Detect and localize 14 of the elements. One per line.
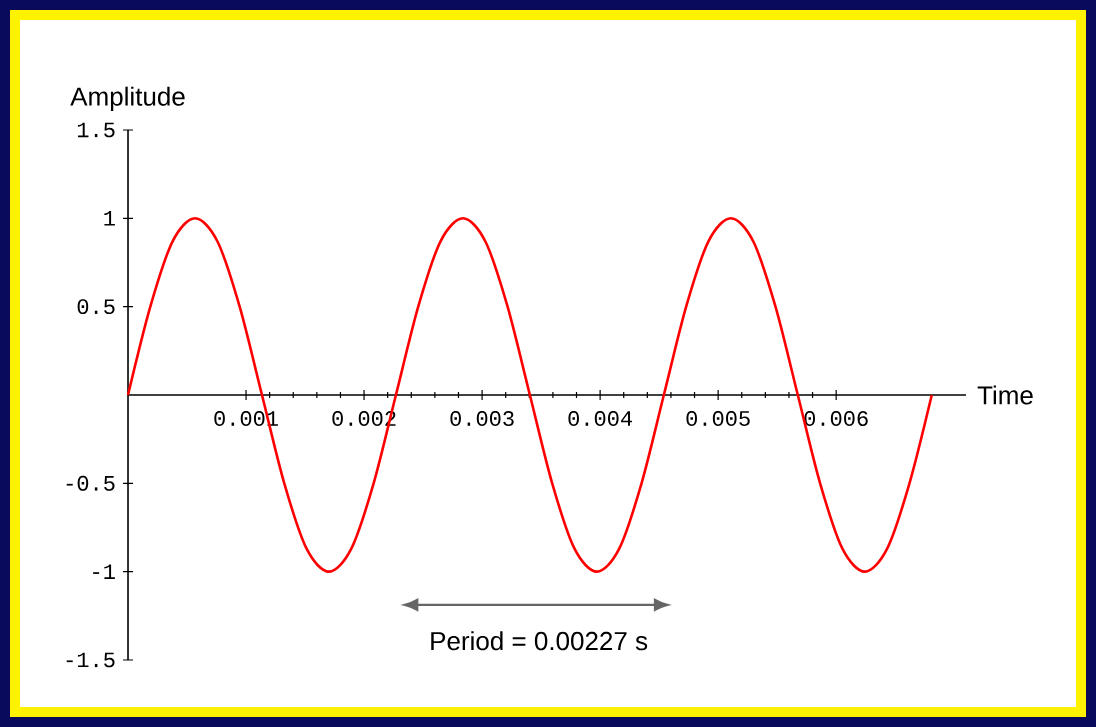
- annotation: Period = 0.00227 s: [431, 631, 648, 651]
- y-tick-label: -1.5: [66, 652, 115, 668]
- y-axis-title: Amplitude: [70, 86, 185, 111]
- x-axis-title: Time: [977, 385, 1033, 405]
- y-tick-label: -0.5: [66, 475, 115, 491]
- y-tick-label: -1: [93, 564, 115, 579]
- y-tick-label: 0.5: [77, 299, 115, 315]
- line-series: [126, 217, 934, 573]
- x-tick-label: 0.005: [686, 411, 750, 426]
- y-tick-label: 1: [104, 211, 115, 226]
- x-tick-label: 0.003: [450, 411, 514, 426]
- x-tick-label: 0.006: [804, 411, 868, 426]
- y-tick-label: 1.5: [77, 122, 115, 138]
- x-tick-label: 0.004: [568, 411, 632, 426]
